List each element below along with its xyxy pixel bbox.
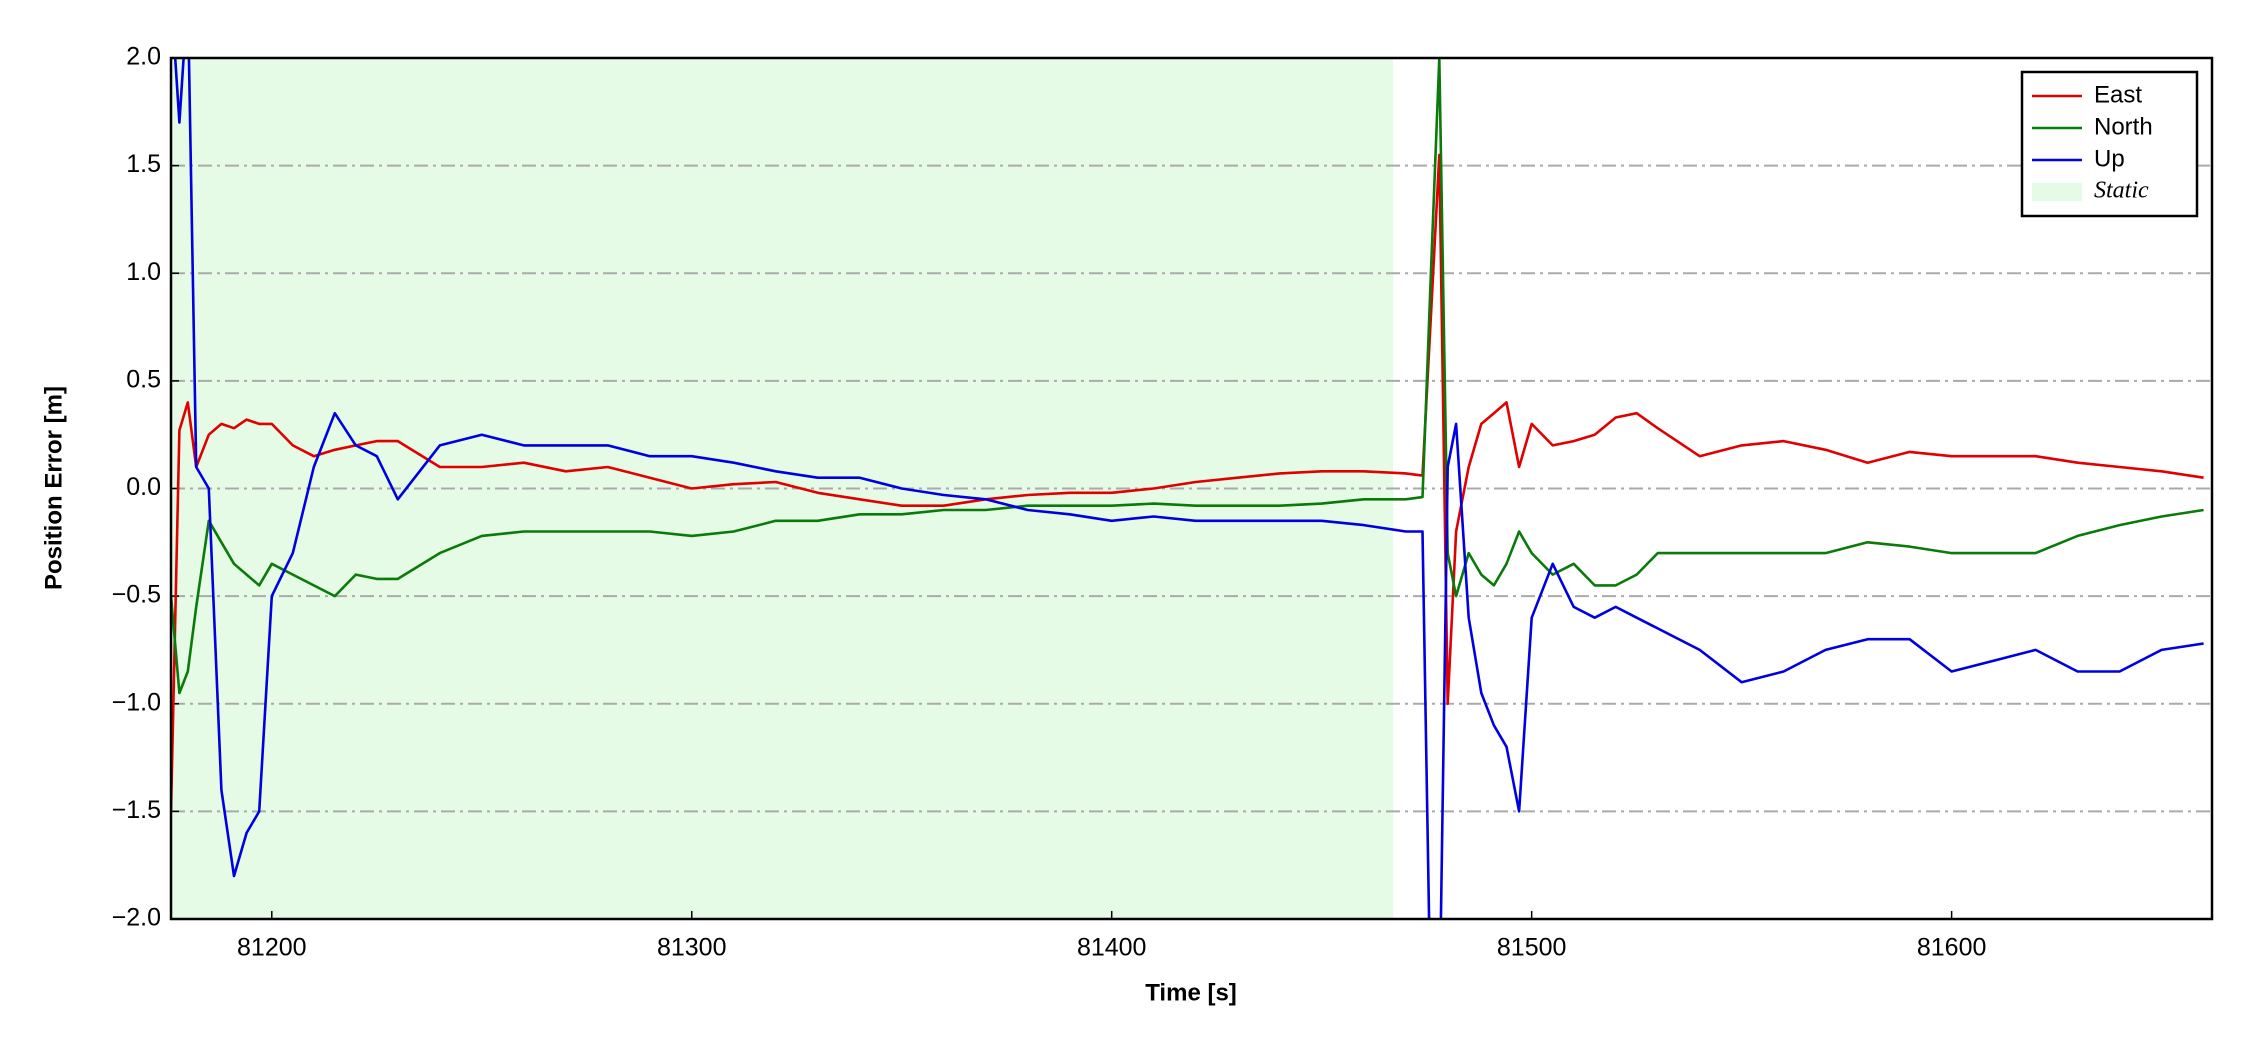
legend-swatch — [2032, 183, 2082, 201]
y-tick-label: 0.0 — [126, 473, 161, 501]
x-tick-label: 81500 — [1497, 934, 1567, 962]
y-tick-label: −2.0 — [112, 904, 161, 932]
y-tick-label: 1.0 — [126, 258, 161, 286]
y-tick-label: 0.5 — [126, 365, 161, 393]
plot-area — [171, 58, 2204, 919]
series-line — [173, 58, 2204, 919]
y-tick-label: −0.5 — [112, 581, 161, 609]
legend-label: Static — [2094, 178, 2149, 204]
series-line — [171, 58, 2204, 695]
y-tick-label: 2.0 — [126, 43, 161, 71]
y-tick-label: 1.5 — [126, 150, 161, 178]
legend-label: East — [2094, 81, 2142, 108]
legend-label: Up — [2094, 145, 2125, 172]
x-axis-label: Time [s] — [1145, 979, 1237, 1006]
plot-frame — [169, 56, 2214, 921]
x-tick-label: 81400 — [1077, 934, 1147, 962]
series-line — [171, 153, 2204, 812]
x-tick-label: 81300 — [657, 934, 727, 962]
x-tick-label: 81600 — [1917, 934, 1987, 962]
y-axis-label: Position Error [m] — [40, 386, 67, 590]
x-tick-label: 81200 — [237, 934, 307, 962]
legend-label: North — [2094, 113, 2153, 140]
y-tick-label: −1.0 — [112, 688, 161, 716]
y-tick-label: −1.5 — [112, 796, 161, 824]
